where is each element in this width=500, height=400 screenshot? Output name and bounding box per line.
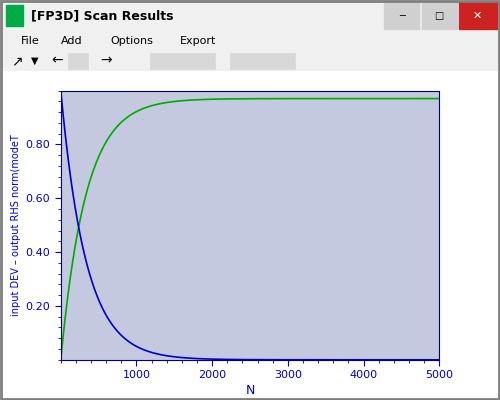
Text: Export: Export — [180, 36, 216, 46]
Text: ✕: ✕ — [473, 11, 482, 21]
Text: [FP3D] Scan Results: [FP3D] Scan Results — [31, 9, 174, 22]
Bar — [6, 5, 24, 26]
Text: File: File — [21, 36, 40, 46]
Bar — [459, 2, 496, 29]
Text: □: □ — [434, 11, 444, 21]
Bar — [384, 2, 420, 29]
Bar — [422, 2, 456, 29]
Text: ▼: ▼ — [31, 56, 38, 66]
Bar — [230, 53, 295, 69]
Text: ─: ─ — [399, 11, 405, 21]
Y-axis label: input DEV – output RHS norm(modeT: input DEV – output RHS norm(modeT — [12, 134, 22, 316]
Text: ←: ← — [51, 54, 62, 68]
Text: Options: Options — [110, 36, 154, 46]
Text: ↗: ↗ — [11, 54, 22, 68]
Text: →: → — [100, 54, 112, 68]
Text: Add: Add — [61, 36, 82, 46]
Bar — [68, 53, 88, 69]
Bar — [150, 53, 215, 69]
X-axis label: N: N — [246, 384, 254, 397]
